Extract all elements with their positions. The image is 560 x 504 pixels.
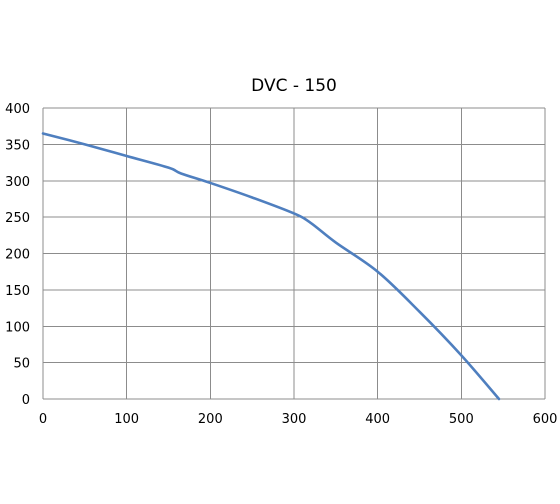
x-tick-labels: 0 100 200 300 400 500 600 [39,412,558,427]
y-tick-label: 200 [5,248,30,263]
y-tick-label: 350 [5,138,30,153]
x-tick-label: 100 [114,412,139,427]
y-tick-labels: 0 50 100 150 200 250 300 350 400 [5,102,30,408]
series-line [41,132,501,401]
x-tick-label: 200 [198,412,223,427]
y-tick-label: 300 [5,175,30,190]
gridlines [42,107,546,400]
x-tick-label: 0 [39,412,47,427]
series-layer [41,132,501,401]
x-tick-label: 600 [533,412,558,427]
y-tick-label: 400 [5,102,30,117]
x-tick-label: 400 [365,412,390,427]
chart-title: DVC - 150 [251,76,337,96]
y-tick-label: 50 [13,357,30,372]
y-tick-label: 0 [22,393,30,408]
y-tick-label: 100 [5,320,30,335]
y-tick-label: 250 [5,211,30,226]
x-tick-label: 300 [282,412,307,427]
x-tick-label: 500 [449,412,474,427]
axes [42,108,545,400]
y-tick-label: 150 [5,284,30,299]
